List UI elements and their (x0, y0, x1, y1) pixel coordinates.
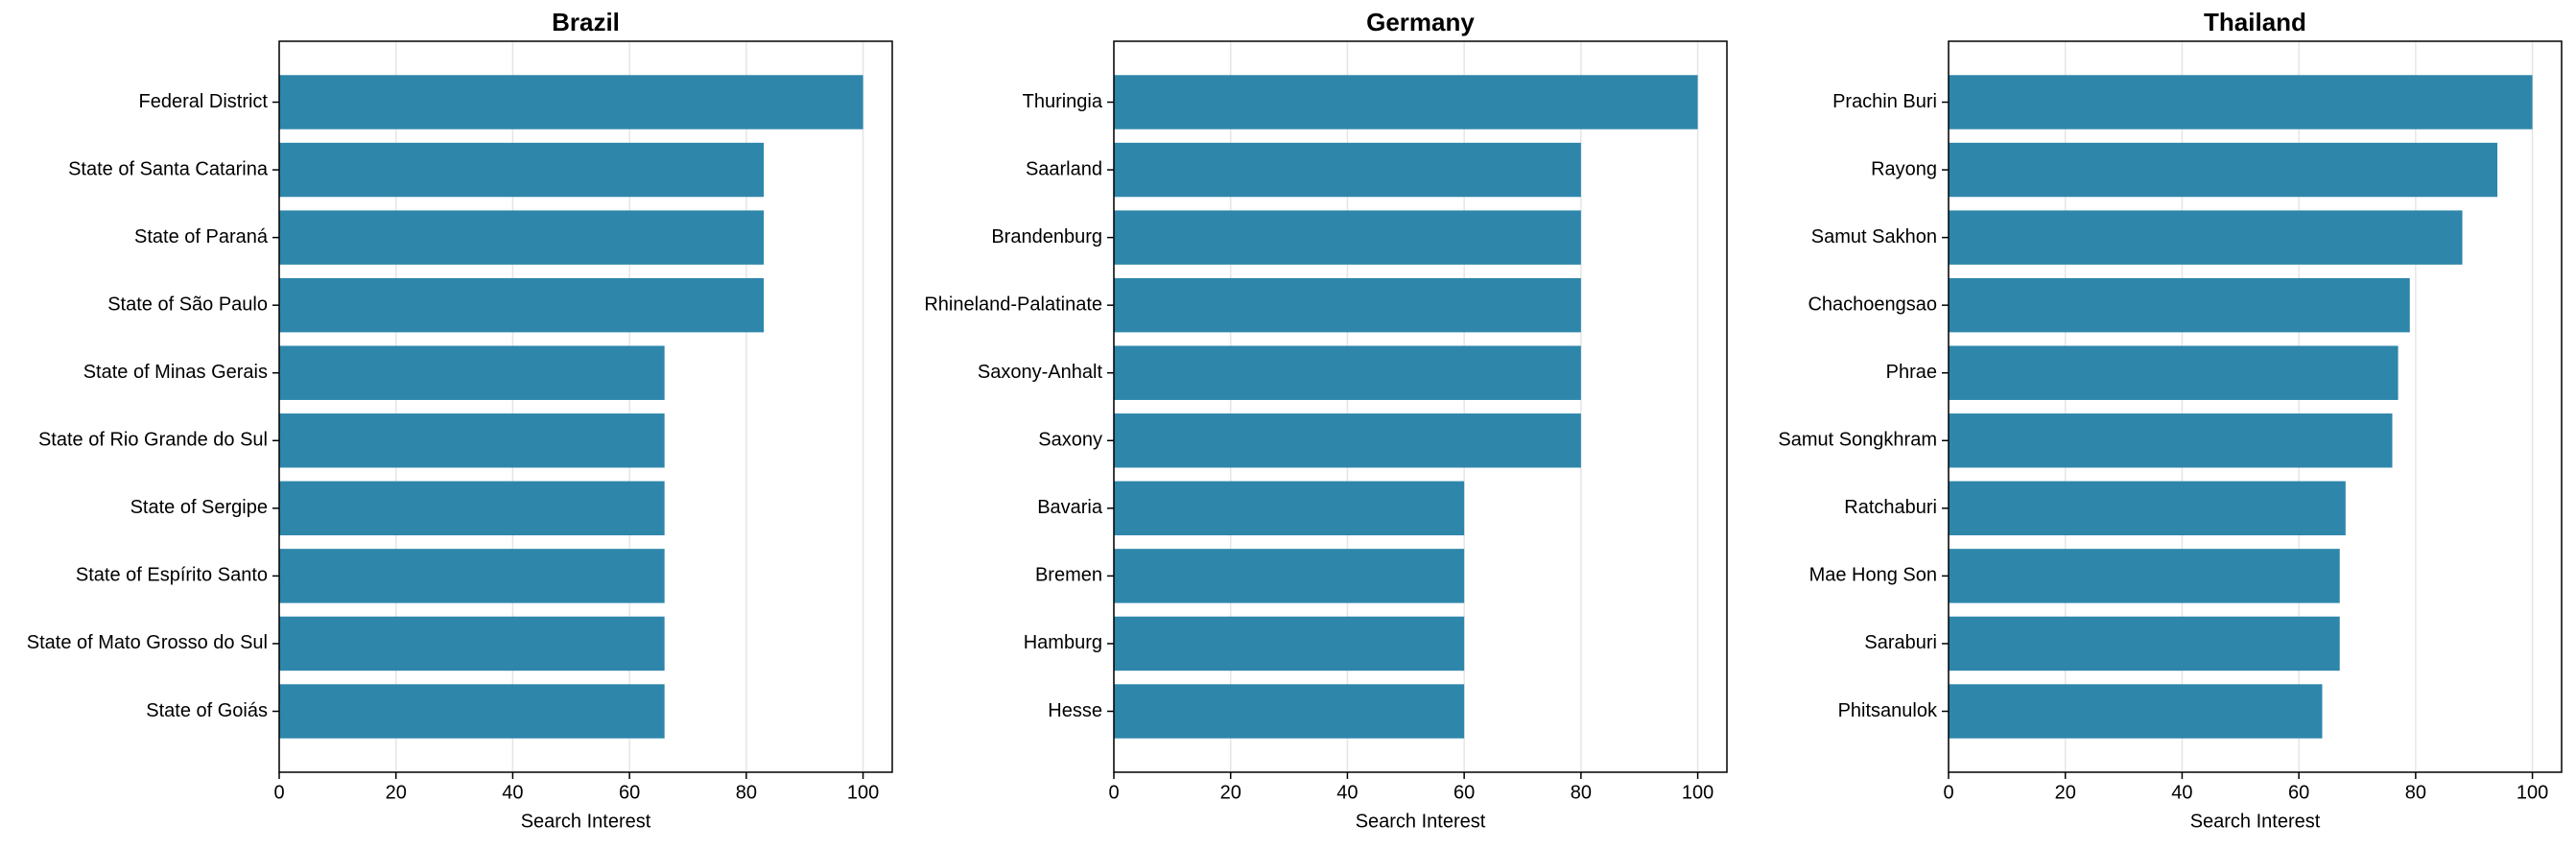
bar (1114, 616, 1465, 671)
bar (1949, 684, 2323, 739)
y-tick-label: Mae Hong Son (1809, 565, 1937, 586)
bar (1949, 75, 2533, 130)
x-tick-label: 100 (1682, 782, 1713, 803)
bar (279, 142, 765, 198)
y-tick-label: State of São Paulo (107, 294, 268, 315)
y-tick-label: Prachin Buri (1832, 91, 1937, 112)
plot-frame (1113, 40, 1728, 773)
x-tick-label: 20 (386, 782, 407, 803)
x-tick-label: 0 (1108, 782, 1119, 803)
plot-frame (278, 40, 893, 773)
y-tick-label: State of Minas Gerais (83, 362, 268, 383)
plot-frame (1948, 40, 2563, 773)
bar (1114, 75, 1698, 130)
bar (279, 413, 665, 468)
x-tick-label: 100 (2517, 782, 2548, 803)
bar (1114, 142, 1581, 198)
x-tick-label: 20 (2055, 782, 2076, 803)
y-tick-label: Phitsanulok (1838, 700, 1938, 721)
bar (279, 210, 765, 265)
chart-title: Germany (1366, 8, 1475, 36)
y-tick-label: State of Goiás (146, 700, 268, 721)
y-tick-label: State of Paraná (134, 226, 269, 247)
bar (1114, 277, 1581, 333)
y-tick-label: Chachoengsao (1808, 294, 1937, 315)
x-tick-label: 80 (736, 782, 757, 803)
y-tick-label: State of Sergipe (130, 497, 268, 518)
y-tick-label: Rhineland-Palatinate (924, 294, 1102, 315)
y-tick-label: Bavaria (1037, 497, 1103, 518)
y-tick-label: Brandenburg (991, 226, 1102, 247)
bar (1949, 210, 2463, 265)
bar (1114, 413, 1581, 468)
x-tick-label: 40 (1336, 782, 1358, 803)
bar (279, 616, 665, 671)
x-tick-label: 40 (2171, 782, 2192, 803)
bar (1949, 413, 2393, 468)
bar (279, 549, 665, 603)
y-tick-label: Saxony-Anhalt (978, 362, 1103, 383)
bar (1114, 684, 1465, 739)
y-tick-label: Rayong (1871, 158, 1937, 179)
x-tick-label: 80 (1571, 782, 1592, 803)
x-tick-label: 60 (619, 782, 640, 803)
y-tick-label: Bremen (1035, 565, 1102, 586)
bar (1949, 142, 2498, 198)
x-tick-label: 40 (502, 782, 523, 803)
y-tick-label: State of Mato Grosso do Sul (27, 632, 268, 653)
x-axis-label: Search Interest (2190, 811, 2321, 832)
bar (1949, 616, 2340, 671)
bar (279, 481, 665, 536)
y-tick-label: Saarland (1026, 158, 1102, 179)
bar (279, 684, 665, 739)
bar (279, 277, 765, 333)
x-tick-label: 100 (847, 782, 879, 803)
bar (1114, 210, 1581, 265)
bar (1949, 345, 2399, 400)
bar (1114, 481, 1465, 536)
bar (279, 75, 863, 130)
y-tick-label: Hamburg (1024, 632, 1102, 653)
x-tick-label: 80 (2405, 782, 2426, 803)
bar (1949, 549, 2340, 603)
bar (1114, 549, 1465, 603)
chart-title: Thailand (2204, 8, 2306, 36)
y-tick-label: Saraburi (1864, 632, 1937, 653)
x-tick-label: 60 (2288, 782, 2309, 803)
y-tick-label: State of Santa Catarina (68, 158, 269, 179)
y-tick-label: Thuringia (1023, 91, 1103, 112)
bar (1114, 345, 1581, 400)
x-tick-label: 0 (273, 782, 284, 803)
y-tick-label: Phrae (1886, 362, 1937, 383)
y-tick-label: Ratchaburi (1844, 497, 1937, 518)
y-tick-label: Samut Songkhram (1778, 430, 1937, 451)
y-tick-label: Samut Sakhon (1811, 226, 1937, 247)
bar (1949, 277, 2410, 333)
x-tick-label: 20 (1220, 782, 1241, 803)
bar (1949, 481, 2346, 536)
x-axis-label: Search Interest (521, 811, 651, 832)
y-tick-label: State of Rio Grande do Sul (38, 430, 268, 451)
x-tick-label: 0 (1943, 782, 1953, 803)
bar (279, 345, 665, 400)
y-tick-label: State of Espírito Santo (76, 565, 268, 586)
x-tick-label: 60 (1453, 782, 1475, 803)
x-axis-label: Search Interest (1356, 811, 1486, 832)
y-tick-label: Hesse (1048, 700, 1102, 721)
y-tick-label: Saxony (1038, 430, 1102, 451)
chart-title: Brazil (552, 8, 620, 36)
y-tick-label: Federal District (139, 91, 269, 112)
